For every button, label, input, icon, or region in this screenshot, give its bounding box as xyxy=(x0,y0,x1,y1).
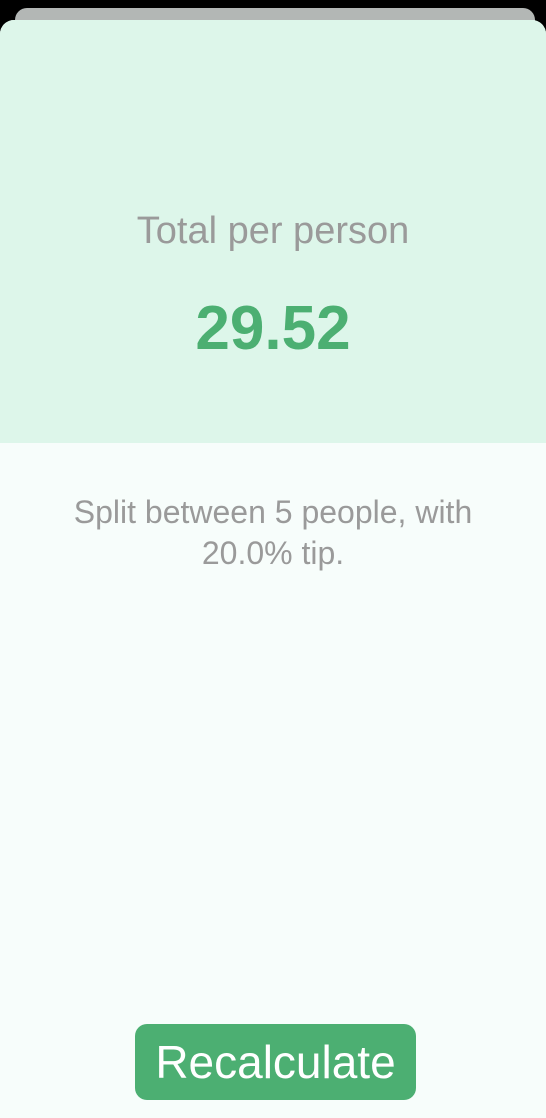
recalculate-button[interactable]: Recalculate xyxy=(135,1024,416,1100)
split-settings-text: Split between 5 people, with 20.0% tip. xyxy=(40,492,506,574)
total-per-person-label: Total per person xyxy=(0,210,546,253)
result-sheet: Total per person 29.52 Split between 5 p… xyxy=(0,20,546,1118)
total-result-panel: Total per person 29.52 xyxy=(0,20,546,443)
total-per-person-value: 29.52 xyxy=(0,293,546,364)
